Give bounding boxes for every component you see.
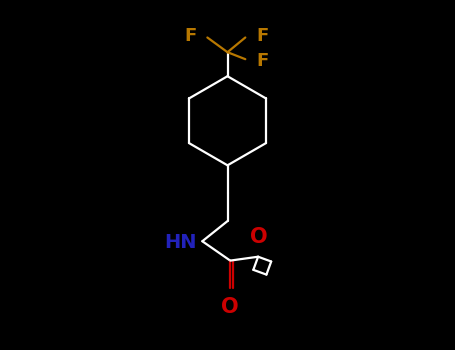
Text: O: O [222,297,239,317]
Text: F: F [184,27,197,45]
Text: O: O [250,227,268,247]
Text: F: F [256,52,268,70]
Text: F: F [256,27,268,45]
Text: HN: HN [164,233,197,252]
